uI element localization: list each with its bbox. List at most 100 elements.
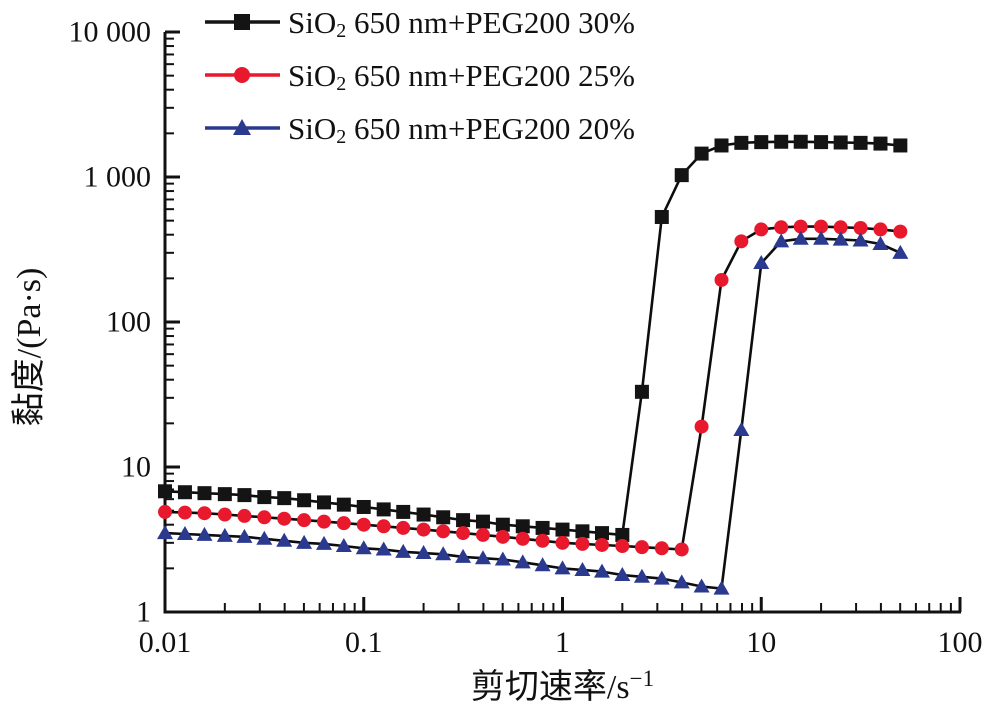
circle-marker [853,220,868,235]
circle-marker [814,219,829,234]
square-marker [197,486,212,501]
legend-label: SiO2 650 nm+PEG200 25% [288,58,635,96]
triangle-marker [593,563,610,578]
triangle-marker [455,548,472,563]
square-marker [257,490,272,505]
series-line-sio2-650nm-peg200-25 [164,225,901,551]
triangle-marker [335,538,352,553]
square-marker [754,135,769,150]
triangle-marker [614,566,631,581]
square-marker [833,135,848,150]
triangle-marker [415,545,432,560]
circle-marker [197,506,212,521]
circle-marker [297,513,312,528]
circle-marker [734,234,749,249]
circle-marker [694,419,709,434]
triangle-marker [474,550,491,565]
square-marker [356,499,371,514]
circle-marker [456,526,471,541]
circle-marker [634,540,649,555]
triangle-marker [296,534,313,549]
triangle-marker [276,532,293,547]
x-tick-label: 10 [746,626,776,659]
series-line-sio2-650nm-peg200-20 [164,237,901,590]
axes: 1 10 100 1 000 10 000 0.01 0.1 1 10 100 [69,16,983,660]
triangle-marker [653,570,670,585]
square-marker [853,135,868,150]
square-marker [237,488,252,503]
legend-label: SiO2 650 nm+PEG200 30% [288,5,635,43]
square-marker [774,134,789,149]
triangle-marker [375,541,392,556]
square-marker [376,502,391,517]
triangle-marker [514,554,531,569]
square-marker [694,146,709,161]
triangle-marker [852,232,869,247]
circle-marker [575,536,590,551]
square-marker [436,510,451,525]
x-tick-label: 0.1 [345,626,383,659]
circle-marker [535,533,550,548]
circle-marker [237,508,252,523]
triangle-marker [157,525,173,540]
circle-marker [495,529,510,544]
circle-marker [475,527,490,542]
triangle-marker [534,557,551,572]
triangle-marker [673,574,690,589]
circle-marker [376,519,391,534]
y-tick-label: 100 [106,306,151,339]
square-marker [475,514,490,529]
circle-marker [654,541,669,556]
circle-marker [177,505,192,520]
square-marker [714,138,729,153]
square-marker [396,504,411,519]
triangle-marker [176,526,193,541]
circle-marker [336,516,351,531]
triangle-marker [494,551,511,566]
y-axis-title: 黏度/(Pa·s) [10,268,48,427]
square-marker [456,513,471,528]
triangle-marker [355,540,372,555]
square-marker [515,519,530,534]
square-marker [158,484,172,499]
square-marker [416,507,431,522]
triangle-marker [574,561,591,576]
triangle-marker [832,231,849,246]
series-line-sio2-650nm-peg200-30 [164,140,901,537]
series-sio2-650nm-peg200-25 [158,219,908,557]
triangle-marker [813,230,830,245]
triangle-marker [753,255,770,270]
y-tick-label: 10 000 [69,16,152,49]
circle-marker [754,222,769,237]
circle-marker [515,531,530,546]
circle-marker [873,222,888,237]
circle-marker [396,520,411,535]
x-axis-title: 剪切速率/s−1 [471,666,654,706]
legend-item-sio2-650nm-peg200-30: SiO2 650 nm+PEG200 30% [205,5,635,43]
x-axis: 0.01 0.1 1 10 100 [139,597,983,659]
circle-marker [356,517,371,532]
y-axis: 1 10 100 1 000 10 000 [69,16,180,629]
triangle-marker [554,560,571,575]
square-marker [814,135,829,150]
triangle-marker [872,236,889,251]
triangle-marker [892,244,909,259]
square-marker [893,138,908,153]
triangle-marker [713,580,730,595]
square-marker [734,135,749,150]
legend-item-sio2-650nm-peg200-20: SiO2 650 nm+PEG200 20% [205,111,635,148]
y-tick-label: 1 000 [84,161,152,194]
circle-marker [416,522,431,537]
square-marker [234,14,250,30]
circle-marker [714,272,729,287]
square-marker [177,485,192,500]
square-marker [217,487,232,502]
square-marker [277,491,292,506]
triangle-marker [693,578,710,593]
circle-marker [257,510,272,525]
square-marker [297,493,312,508]
square-marker [873,136,888,151]
y-tick-label: 10 [121,451,151,484]
circle-marker [833,220,848,235]
series-sio2-650nm-peg200-20 [157,230,909,595]
